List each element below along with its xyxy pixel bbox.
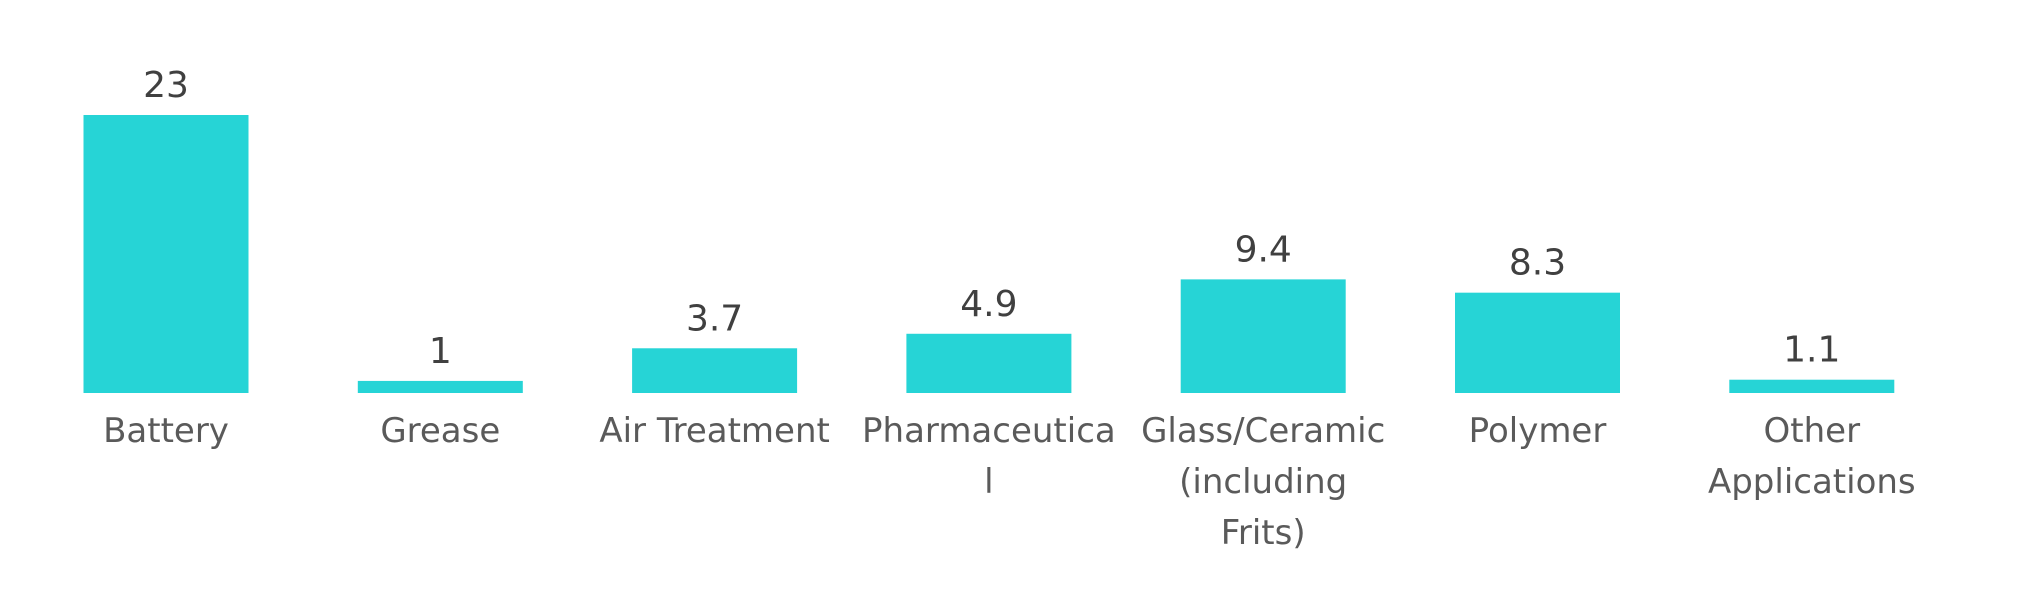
- category-label-line: Polymer: [1469, 411, 1607, 451]
- category-label-line: Grease: [380, 411, 500, 451]
- value-label-6: 1.1: [1783, 330, 1840, 371]
- bar-6: [1729, 379, 1895, 393]
- category-label-line: Frits): [1221, 513, 1306, 553]
- category-label-line: Pharmaceutica: [862, 411, 1116, 451]
- category-label-5: Polymer: [1469, 411, 1607, 451]
- category-label-6: Other Applications: [1708, 411, 1916, 502]
- bar-4: [1180, 279, 1346, 393]
- bar-0: [83, 115, 249, 393]
- category-label-line: Air Treatment: [599, 411, 830, 451]
- bar-3: [906, 333, 1072, 393]
- category-label-line: Other: [1764, 411, 1861, 451]
- category-label-2: Air Treatment: [599, 411, 830, 451]
- category-label-4: Glass/Ceramic (including Frits): [1141, 411, 1385, 553]
- category-label-line: Glass/Ceramic: [1141, 411, 1385, 451]
- value-label-4: 9.4: [1235, 229, 1292, 270]
- value-label-5: 8.3: [1509, 243, 1566, 284]
- bar-2: [632, 348, 798, 393]
- value-label-0: 23: [143, 65, 189, 106]
- category-label-3: Pharmaceutica l: [862, 411, 1116, 502]
- category-label-line: l: [984, 462, 993, 502]
- category-label-line: Applications: [1708, 462, 1916, 502]
- value-label-3: 4.9: [960, 284, 1017, 325]
- category-label-line: (including: [1179, 462, 1347, 502]
- category-label-1: Grease: [380, 411, 500, 451]
- bar-5: [1455, 292, 1620, 393]
- category-label-line: Battery: [103, 411, 229, 451]
- bar-1: [357, 380, 523, 393]
- value-label-2: 3.7: [686, 298, 743, 339]
- category-label-0: Battery: [103, 411, 229, 451]
- value-label-1: 1: [429, 331, 452, 372]
